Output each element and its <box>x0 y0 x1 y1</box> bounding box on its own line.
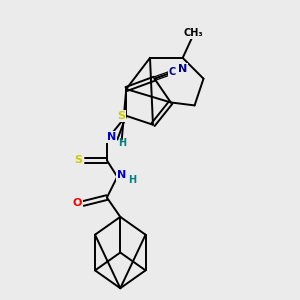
Text: C: C <box>169 67 176 76</box>
Text: N: N <box>178 64 187 74</box>
Text: H: H <box>118 138 126 148</box>
Text: S: S <box>75 155 83 165</box>
Text: CH₃: CH₃ <box>183 28 203 38</box>
Text: N: N <box>117 170 126 180</box>
Text: O: O <box>73 199 82 208</box>
Text: N: N <box>107 132 116 142</box>
Text: H: H <box>128 175 136 185</box>
Text: S: S <box>117 111 125 121</box>
